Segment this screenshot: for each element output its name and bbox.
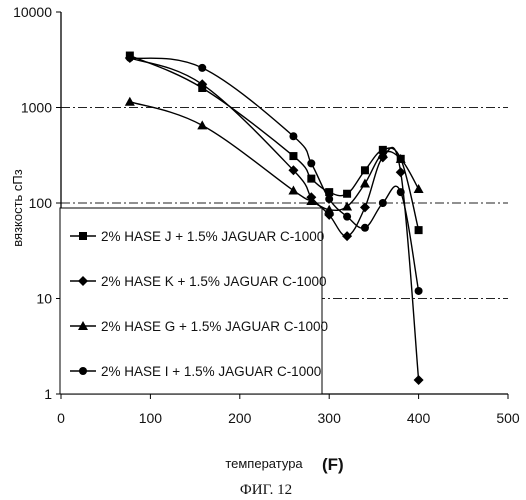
point-diamond-400 [414,375,424,385]
x-axis-label: температура [225,456,303,471]
y-tick-label-100: 100 [29,195,53,211]
point-diamond-320 [342,231,352,241]
point-circle-260 [289,132,297,140]
x-tick-label-300: 300 [318,410,342,426]
series-square [126,52,423,235]
y-tick-label-10000: 10000 [13,4,52,20]
legend-entry-triangle: 2% HASE G + 1.5% JAGUAR C-1000 [70,319,328,334]
point-triangle-340 [360,179,370,188]
point-circle-360 [379,199,387,207]
point-square-400 [415,226,423,234]
figure-caption: ФИГ. 12 [240,482,292,498]
point-circle-77 [126,54,134,62]
legend-marker-square [79,232,87,240]
point-triangle-158 [197,120,207,129]
legend-label-square: 2% HASE J + 1.5% JAGUAR C-1000 [101,229,324,244]
series-triangle [125,97,424,214]
legend-label-triangle: 2% HASE G + 1.5% JAGUAR C-1000 [101,319,328,334]
point-triangle-400 [414,184,424,193]
series-line-square [130,56,419,231]
legend-entry-square: 2% HASE J + 1.5% JAGUAR C-1000 [70,229,324,244]
point-square-260 [289,152,297,160]
point-circle-340 [361,224,369,232]
point-square-320 [343,190,351,198]
point-circle-380 [397,188,405,196]
x-tick-label-100: 100 [139,410,163,426]
point-triangle-260 [288,186,298,195]
point-circle-300 [325,195,333,203]
x-tick-label-0: 0 [57,410,65,426]
x-tick-label-500: 500 [496,410,520,426]
point-square-340 [361,166,369,174]
point-triangle-77 [125,97,135,106]
y-axis-label: вязкость сПз [10,169,25,247]
point-circle-400 [415,287,423,295]
x-axis-unit: (F) [322,455,344,474]
point-circle-320 [343,213,351,221]
legend-label-circle: 2% HASE I + 1.5% JAGUAR C-1000 [101,364,321,379]
point-circle-280 [307,159,315,167]
y-tick-label-1000: 1000 [21,100,52,116]
legend-entry-diamond: 2% HASE K + 1.5% JAGUAR C-1000 [70,274,326,289]
legend-entry-circle: 2% HASE I + 1.5% JAGUAR C-1000 [70,364,321,379]
y-tick-label-10: 10 [36,291,52,307]
point-circle-158 [198,64,206,72]
legend: 2% HASE J + 1.5% JAGUAR C-1000 2% HASE K … [60,208,328,394]
x-tick-label-200: 200 [228,410,252,426]
legend-marker-circle [79,367,87,375]
legend-label-diamond: 2% HASE K + 1.5% JAGUAR C-1000 [101,274,326,289]
point-square-280 [307,175,315,183]
x-tick-label-400: 400 [407,410,431,426]
point-diamond-340 [360,202,370,212]
y-tick-label-1: 1 [44,386,52,402]
